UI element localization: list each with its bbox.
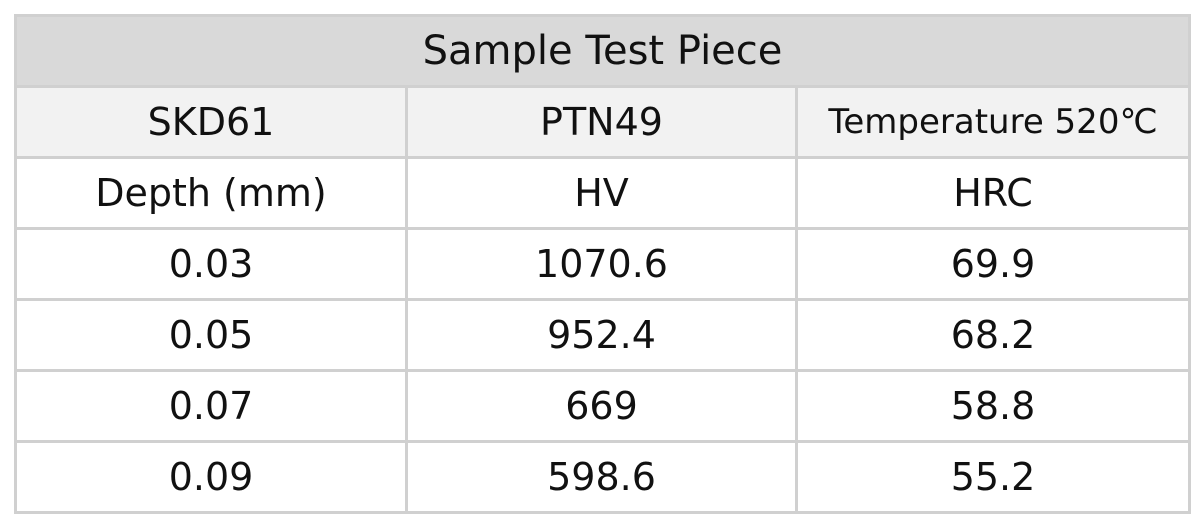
column-header: HV [405, 156, 798, 230]
data-cell: 0.05 [14, 298, 408, 372]
table-container: Sample Test Piece SKD61 PTN49 Temperature … [13, 14, 1192, 514]
data-row: 0.05 952.4 68.2 [14, 298, 1192, 372]
header-cell: PTN49 [405, 85, 798, 159]
header-cell: SKD61 [14, 85, 408, 159]
data-cell: 0.03 [14, 227, 408, 301]
column-header: Depth (mm) [14, 156, 408, 230]
table-title: Sample Test Piece [13, 14, 1192, 88]
hardness-table: Sample Test Piece SKD61 PTN49 Temperature … [13, 14, 1192, 514]
data-cell: 0.07 [14, 369, 408, 443]
table-body: Sample Test Piece SKD61 PTN49 Temperature … [13, 14, 1192, 514]
data-cell: 69.9 [794, 227, 1192, 301]
data-cell: 58.8 [794, 369, 1192, 443]
column-header: HRC [794, 156, 1192, 230]
column-row: Depth (mm) HV HRC [14, 156, 1192, 230]
header-row: SKD61 PTN49 Temperature 520℃ [14, 85, 1192, 159]
data-cell: 0.09 [14, 440, 408, 514]
data-row: 0.07 669 58.8 [14, 369, 1192, 443]
data-row: 0.09 598.6 55.2 [14, 440, 1192, 514]
data-cell: 68.2 [794, 298, 1192, 372]
data-cell: 669 [405, 369, 798, 443]
data-row: 0.03 1070.6 69.9 [14, 227, 1192, 301]
header-cell: Temperature 520℃ [794, 85, 1192, 159]
data-cell: 952.4 [405, 298, 798, 372]
title-row: Sample Test Piece [13, 14, 1192, 88]
data-cell: 598.6 [405, 440, 798, 514]
data-cell: 55.2 [794, 440, 1192, 514]
data-cell: 1070.6 [405, 227, 798, 301]
